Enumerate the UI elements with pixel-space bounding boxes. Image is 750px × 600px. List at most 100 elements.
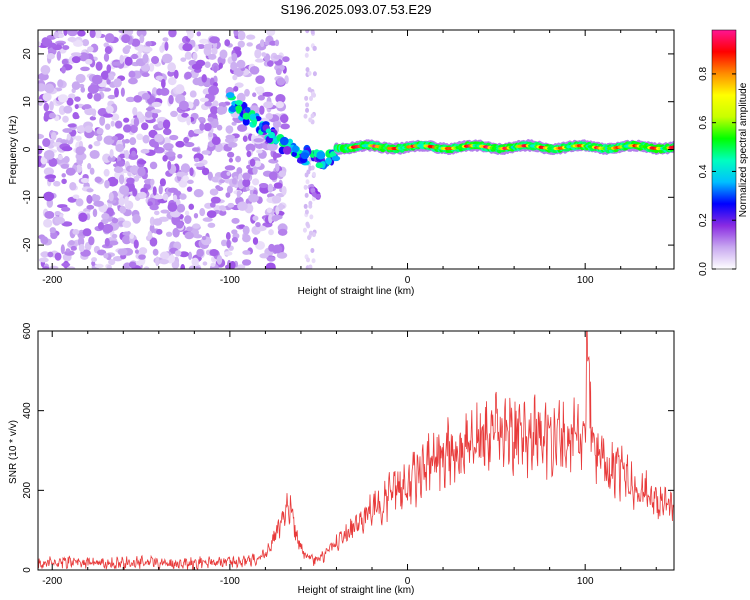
spectrogram-noise-blob bbox=[149, 237, 158, 247]
spectrogram-noise-blob bbox=[199, 122, 205, 131]
spectrogram-noise-blob bbox=[192, 52, 198, 61]
snr-xtick-label: 0 bbox=[405, 576, 411, 587]
spectrogram-noise-blob bbox=[87, 46, 94, 53]
snr-series-line bbox=[38, 331, 674, 570]
spectrogram-descent-blob bbox=[228, 105, 238, 112]
spectrogram-noise-blob bbox=[66, 266, 76, 269]
colorbar-gradient bbox=[711, 29, 737, 270]
spectrogram-noise-blob bbox=[91, 257, 98, 263]
spectrogram-noise-blob bbox=[159, 178, 166, 187]
spectrogram-noise-blob bbox=[266, 207, 273, 213]
snr-data-point bbox=[336, 542, 337, 543]
spectrogram-noise-blob bbox=[183, 136, 190, 144]
spectrogram-noise-blob bbox=[254, 58, 265, 63]
spectrogram-noise-blob bbox=[136, 133, 144, 141]
spectrogram-noise-blob bbox=[149, 204, 159, 211]
spectrogram-noise-blob bbox=[61, 58, 69, 66]
spectrogram-noise-blob bbox=[46, 53, 55, 60]
snr-marks bbox=[38, 331, 674, 570]
spectrogram-noise-blob bbox=[267, 183, 274, 193]
snr-xtick-label: 100 bbox=[577, 576, 594, 587]
snr-data-point bbox=[297, 538, 298, 539]
spectrogram-noise-blob bbox=[91, 74, 103, 85]
snr-panel: -200 -100 0 100 0 200 400 600 Height of straigh… bbox=[8, 322, 675, 596]
spectrogram-noise-blob bbox=[121, 34, 131, 44]
spectrogram-noise-blob bbox=[94, 263, 104, 269]
spectrogram-noise-blob bbox=[144, 111, 153, 118]
spectrogram-noise-blob bbox=[65, 248, 71, 253]
snr-ytick-label: 200 bbox=[22, 482, 33, 499]
spectrogram-noise-blob bbox=[246, 42, 253, 47]
spectrogram-noise-blob bbox=[231, 52, 238, 62]
spectrogram-noise-blob bbox=[312, 71, 317, 77]
spectrogram-noise-blob bbox=[196, 31, 201, 37]
spectrogram-noise-blob bbox=[168, 30, 177, 38]
spectrogram-noise-blob bbox=[151, 112, 159, 119]
spectrogram-noise-blob bbox=[71, 81, 81, 90]
spectrogram-ytick-label: 10 bbox=[22, 96, 33, 108]
spectrogram-noise-blob bbox=[118, 174, 125, 185]
spectrogram-noise-blob bbox=[54, 252, 62, 261]
spectrogram-noise-blob bbox=[72, 194, 80, 199]
spectrogram-noise-blob bbox=[161, 78, 166, 89]
spectrogram-noise-blob bbox=[258, 183, 269, 189]
spectrogram-noise-blob bbox=[305, 221, 310, 227]
spectrogram-noise-blob bbox=[225, 232, 231, 241]
spectrogram-noise-blob bbox=[94, 30, 102, 39]
spectrogram-noise-blob bbox=[302, 227, 307, 233]
spectrogram-noise-blob bbox=[232, 74, 238, 81]
spectrogram-noise-blob bbox=[81, 39, 90, 47]
spectrogram-noise-blob bbox=[268, 229, 274, 236]
spectrogram-noise-blob bbox=[137, 166, 146, 177]
spectrogram-noise-blob bbox=[42, 138, 51, 148]
spectrogram-noise-blob bbox=[158, 184, 163, 195]
spectrogram-noise-blob bbox=[38, 41, 41, 47]
spectrogram-noise-blob bbox=[182, 43, 193, 52]
snr-data-point bbox=[247, 561, 248, 562]
spectrogram-noise-blob bbox=[132, 213, 141, 224]
spectrogram-noise-blob bbox=[237, 124, 248, 132]
spectrogram-noise-blob bbox=[150, 178, 155, 186]
spectrogram-noise-blob bbox=[86, 204, 95, 210]
spectrogram-noise-blob bbox=[226, 171, 231, 176]
spectrogram-noise-blob bbox=[307, 70, 312, 76]
spectrogram-noise-blob bbox=[155, 75, 164, 81]
spectrogram-noise-blob bbox=[108, 259, 116, 266]
spectrogram-descent-blob bbox=[235, 105, 243, 113]
spectrogram-noise-blob bbox=[42, 266, 50, 269]
spectrogram-noise-blob bbox=[124, 56, 133, 66]
spectrogram-noise-blob bbox=[43, 167, 55, 176]
spectrogram-noise-blob bbox=[184, 231, 194, 240]
snr-data-point bbox=[265, 553, 266, 554]
spectrogram-noise-blob bbox=[40, 65, 51, 75]
spectrogram-noise-blob bbox=[131, 53, 138, 60]
spectrogram-noise-blob bbox=[225, 192, 231, 198]
spectrogram-ytick-label: 20 bbox=[22, 48, 33, 60]
spectrogram-noise-blob bbox=[193, 98, 200, 107]
spectrogram-noise-blob bbox=[153, 194, 165, 200]
spectrogram-noise-blob bbox=[78, 243, 85, 253]
spectrogram-noise-blob bbox=[268, 171, 279, 181]
spectrogram-noise-blob bbox=[47, 178, 55, 183]
spectrogram-noise-blob bbox=[114, 87, 119, 98]
spectrogram-noise-blob bbox=[75, 73, 86, 83]
spectrogram-noise-blob bbox=[105, 105, 114, 114]
spectrogram-noise-blob bbox=[86, 194, 93, 204]
spectrogram-noise-blob bbox=[233, 85, 239, 92]
spectrogram-noise-blob bbox=[113, 166, 124, 174]
spectrogram-ylabel: Frequency (Hz) bbox=[8, 116, 19, 185]
spectrogram-noise-blob bbox=[186, 179, 194, 185]
snr-data-point bbox=[389, 494, 390, 495]
spectrogram-noise-blob bbox=[61, 221, 73, 227]
spectrogram-noise-blob bbox=[226, 185, 233, 194]
spectrogram-noise-blob bbox=[253, 160, 262, 168]
spectrogram-noise-blob bbox=[271, 215, 279, 222]
spectrogram-noise-blob bbox=[308, 117, 313, 123]
spectrogram-noise-blob bbox=[236, 59, 246, 69]
spectrogram-noise-blob bbox=[129, 137, 137, 146]
spectrogram-noise-blob bbox=[177, 153, 183, 159]
spectrogram-noise-blob bbox=[310, 247, 315, 253]
spectrogram-noise-blob bbox=[213, 65, 218, 73]
spectrogram-noise-blob bbox=[305, 107, 310, 113]
spectrogram-branch-blob bbox=[310, 188, 316, 194]
